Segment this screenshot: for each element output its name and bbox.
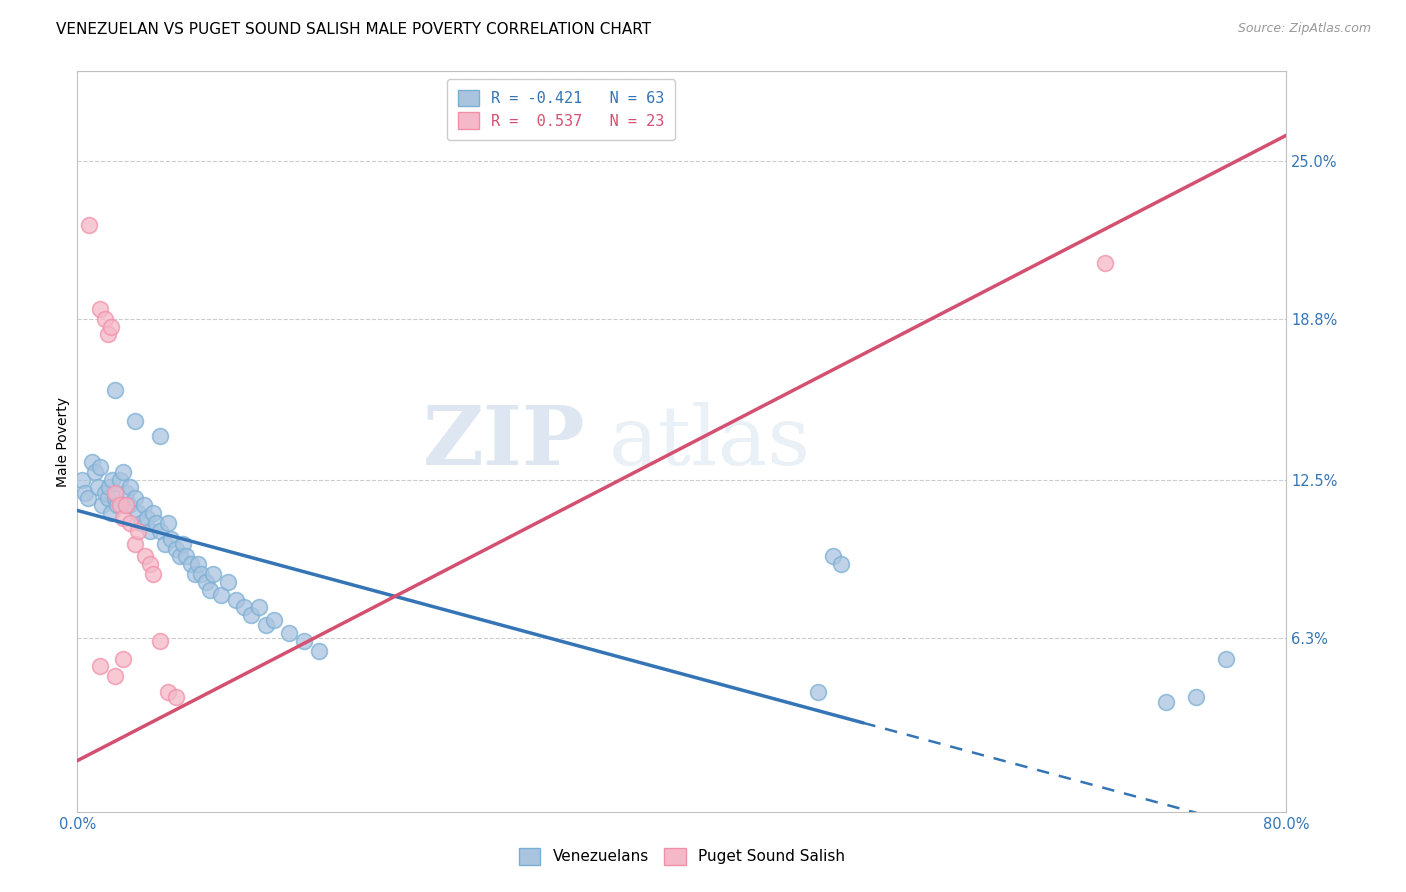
Point bbox=[149, 429, 172, 443]
Point bbox=[278, 626, 301, 640]
Text: Source: ZipAtlas.com: Source: ZipAtlas.com bbox=[1237, 22, 1371, 36]
Point bbox=[100, 506, 122, 520]
Point bbox=[263, 613, 285, 627]
Point bbox=[84, 465, 107, 479]
Point bbox=[180, 557, 202, 571]
Point bbox=[70, 473, 93, 487]
Point bbox=[105, 499, 128, 513]
Point bbox=[98, 481, 121, 495]
Point bbox=[129, 516, 152, 531]
Point bbox=[202, 567, 225, 582]
Point bbox=[79, 218, 101, 232]
Point bbox=[218, 574, 240, 589]
Point bbox=[232, 600, 254, 615]
Point bbox=[225, 592, 247, 607]
Point bbox=[124, 491, 146, 505]
Point bbox=[77, 491, 100, 505]
Point bbox=[139, 524, 162, 538]
Point bbox=[127, 524, 149, 538]
Point bbox=[73, 485, 96, 500]
Point bbox=[184, 567, 207, 582]
Point bbox=[1094, 256, 1116, 270]
Text: atlas: atlas bbox=[609, 401, 811, 482]
Point bbox=[134, 549, 156, 564]
Point bbox=[104, 384, 127, 398]
Point bbox=[807, 684, 830, 698]
Point bbox=[127, 506, 149, 520]
Point bbox=[96, 491, 118, 505]
Point bbox=[1184, 690, 1206, 704]
Point bbox=[87, 481, 110, 495]
Point bbox=[124, 414, 146, 428]
Point bbox=[142, 567, 165, 582]
Point bbox=[114, 485, 136, 500]
Point bbox=[240, 608, 263, 623]
Point bbox=[1305, 159, 1327, 173]
Point bbox=[292, 633, 315, 648]
Point bbox=[89, 460, 111, 475]
Point bbox=[142, 506, 165, 520]
Point bbox=[165, 690, 187, 704]
Point bbox=[145, 516, 167, 531]
Point bbox=[187, 557, 209, 571]
Point bbox=[120, 516, 142, 531]
Point bbox=[157, 684, 180, 698]
Point bbox=[149, 524, 172, 538]
Point bbox=[104, 485, 127, 500]
Point bbox=[157, 516, 180, 531]
Point bbox=[139, 557, 162, 571]
Point bbox=[1215, 651, 1237, 665]
Legend: Venezuelans, Puget Sound Salish: Venezuelans, Puget Sound Salish bbox=[513, 842, 851, 871]
Point bbox=[1154, 695, 1177, 709]
Point bbox=[93, 312, 115, 326]
Point bbox=[118, 499, 141, 513]
Point bbox=[101, 473, 124, 487]
Point bbox=[830, 557, 852, 571]
Point bbox=[308, 644, 330, 658]
Point bbox=[104, 669, 127, 683]
Point bbox=[254, 618, 277, 632]
Point bbox=[132, 499, 155, 513]
Text: VENEZUELAN VS PUGET SOUND SALISH MALE POVERTY CORRELATION CHART: VENEZUELAN VS PUGET SOUND SALISH MALE PO… bbox=[56, 22, 651, 37]
Point bbox=[114, 499, 136, 513]
Point bbox=[104, 491, 127, 505]
Point bbox=[194, 574, 217, 589]
Point bbox=[100, 319, 122, 334]
Point bbox=[153, 536, 176, 550]
Point bbox=[172, 536, 194, 550]
Point bbox=[111, 511, 134, 525]
Point bbox=[165, 541, 187, 556]
Point bbox=[108, 499, 131, 513]
Point bbox=[821, 549, 844, 564]
Point bbox=[209, 588, 232, 602]
Point bbox=[120, 481, 142, 495]
Point bbox=[247, 600, 270, 615]
Point bbox=[108, 473, 131, 487]
Point bbox=[190, 567, 212, 582]
Point bbox=[160, 532, 183, 546]
Text: ZIP: ZIP bbox=[423, 401, 585, 482]
Y-axis label: Male Poverty: Male Poverty bbox=[56, 397, 70, 486]
Point bbox=[111, 651, 134, 665]
Point bbox=[89, 659, 111, 673]
Point bbox=[111, 465, 134, 479]
Point bbox=[124, 536, 146, 550]
Point bbox=[135, 511, 157, 525]
Point bbox=[89, 301, 111, 316]
Point bbox=[174, 549, 197, 564]
Point bbox=[169, 549, 191, 564]
Point bbox=[90, 499, 112, 513]
Point bbox=[93, 485, 115, 500]
Point bbox=[200, 582, 222, 597]
Point bbox=[149, 633, 172, 648]
Point bbox=[96, 327, 118, 342]
Point bbox=[82, 455, 104, 469]
